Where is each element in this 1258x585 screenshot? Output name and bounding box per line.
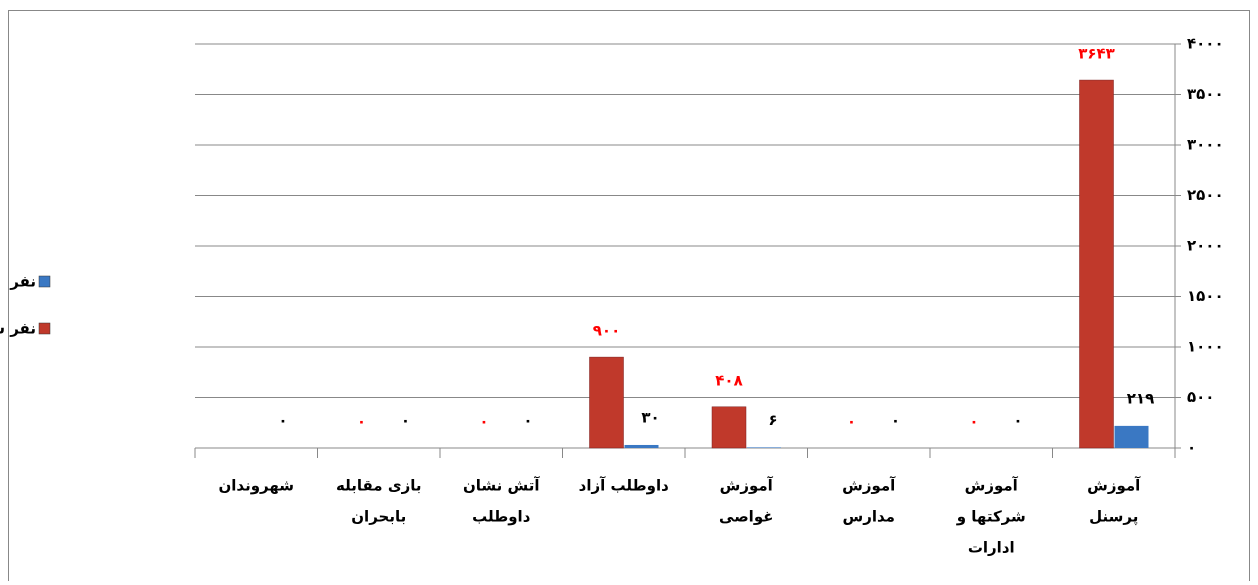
data-label: ۳۰ [641, 408, 659, 426]
y-tick-label: ۲۵۰۰ [1187, 186, 1224, 204]
data-label: ۰ [278, 412, 287, 430]
y-tick-label: ۳۵۰۰ [1187, 85, 1224, 103]
data-label: ۰ [523, 412, 532, 430]
data-label: ۰ [479, 413, 488, 431]
data-label: ۰ [847, 413, 856, 431]
bar [1079, 79, 1114, 449]
x-tick-label: شهروندان [218, 477, 294, 495]
x-tick-label: مدارس [843, 508, 895, 526]
y-tick-label: ۱۵۰۰ [1187, 287, 1224, 305]
data-label: ۰ [401, 412, 410, 430]
x-tick-label: آموزش [1087, 477, 1141, 495]
data-label: ۰ [1013, 412, 1022, 430]
x-tick-label: بازی مقابله [336, 477, 421, 495]
x-tick-label: آموزش [720, 477, 774, 495]
y-tick-label: ۰ [1187, 439, 1196, 457]
x-tick-label: پرسنل [1089, 508, 1138, 527]
bar [747, 447, 781, 448]
data-label: ۰ [891, 412, 900, 430]
x-tick-label: آتش نشان [463, 477, 540, 495]
legend-label: نفر ساعت [0, 320, 36, 338]
data-label: ۳۶۴۳ [1078, 45, 1115, 63]
y-tick-label: ۲۰۰۰ [1187, 237, 1224, 255]
y-tick-label: ۳۰۰۰ [1187, 136, 1224, 154]
data-label: ۰ [969, 413, 978, 431]
x-tick-label: بابحران [351, 508, 406, 526]
x-tick-label: ادارات [968, 539, 1015, 557]
legend-label: نفر [9, 273, 36, 291]
frame [8, 10, 1250, 585]
data-label: ۲۱۹ [1127, 389, 1154, 407]
data-label: ۹۰۰ [593, 322, 620, 340]
data-label: ۴۰۸ [715, 371, 742, 389]
y-tick-label: ۵۰۰ [1187, 388, 1214, 406]
x-tick-label: آموزش [842, 477, 896, 495]
y-tick-label: ۴۰۰۰ [1187, 35, 1224, 53]
legend-swatch [38, 322, 51, 335]
x-tick-label: آموزش [965, 477, 1019, 495]
x-tick-label: شرکتها و [956, 508, 1026, 526]
data-label: ۰ [357, 413, 366, 431]
x-tick-label: داوطلب [472, 508, 531, 526]
legend-swatch [38, 275, 51, 288]
bar [624, 444, 659, 448]
y-tick-label: ۱۰۰۰ [1187, 338, 1224, 356]
data-label: ۶ [768, 411, 777, 429]
bar [589, 356, 624, 449]
bar [711, 406, 747, 449]
x-tick-label: داوطلب آزاد [579, 477, 669, 495]
bar [1114, 425, 1149, 448]
x-tick-label: غواصی [719, 508, 773, 526]
